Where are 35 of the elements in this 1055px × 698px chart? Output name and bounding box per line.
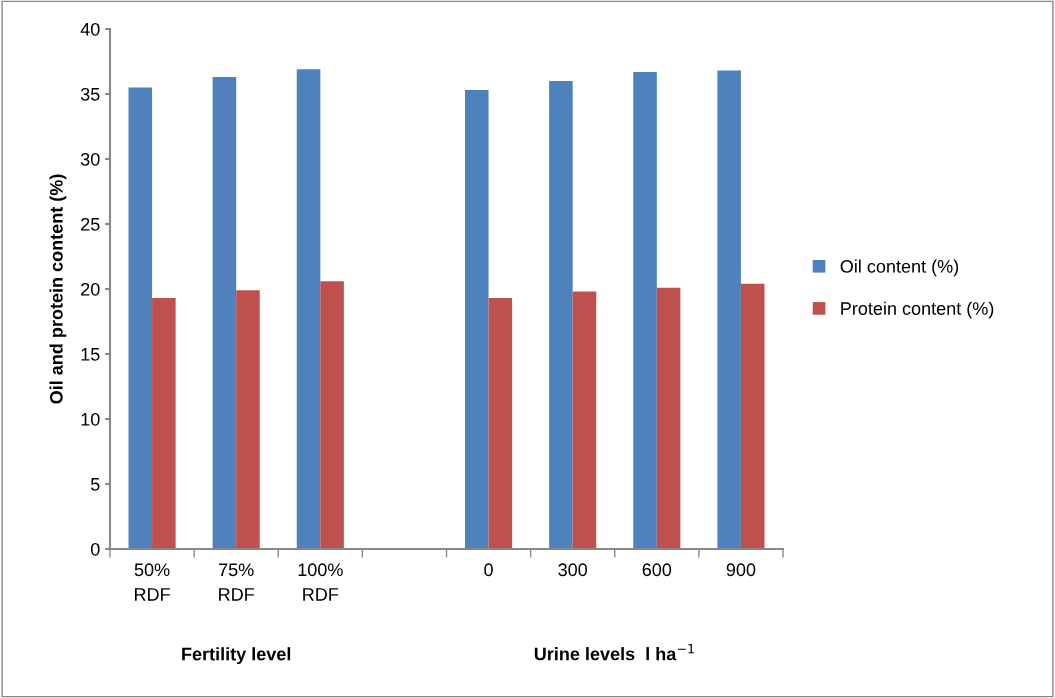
bar — [572, 291, 597, 549]
legend-label: Protein content (%) — [841, 301, 994, 319]
bar — [549, 81, 573, 549]
x-tick-label: 600 — [642, 563, 672, 577]
y-tick-label: 5 — [90, 478, 100, 491]
text: Urine levels l ha$^{−1}$ — [534, 644, 694, 661]
y-tick-label: 40 — [80, 22, 100, 36]
x-tick-label: 900 — [726, 563, 756, 577]
y-tick-label: 30 — [80, 152, 100, 166]
legend-label: Oil content (%) — [840, 259, 959, 277]
bar — [296, 69, 321, 549]
bar — [717, 70, 741, 549]
x-tick-label: 50% RDF — [134, 563, 170, 601]
x-tick-label: 100% RDF — [298, 563, 343, 601]
bar — [128, 87, 153, 549]
y-axis-title: Oil and protein content (%) — [49, 174, 67, 404]
x-tick-label: 300 — [558, 563, 588, 577]
y-tick-label: 20 — [81, 282, 100, 296]
x-tick-label: 75% RDF — [219, 563, 255, 601]
bar — [656, 287, 681, 549]
y-tick-label: 25 — [81, 217, 100, 231]
bar — [236, 290, 260, 549]
x-tick-label: 0 — [484, 563, 493, 577]
bar — [212, 77, 237, 549]
bar — [740, 283, 765, 549]
y-tick-label: 15 — [81, 348, 100, 361]
y-tick-label: 0 — [90, 542, 100, 556]
bar — [633, 71, 657, 549]
bar — [465, 90, 489, 549]
y-tick-label: 10 — [81, 412, 100, 426]
bar — [488, 298, 513, 549]
bar — [152, 298, 176, 549]
y-tick-label: 35 — [80, 87, 100, 101]
text: Fertility level — [182, 647, 291, 665]
bar — [320, 281, 344, 549]
